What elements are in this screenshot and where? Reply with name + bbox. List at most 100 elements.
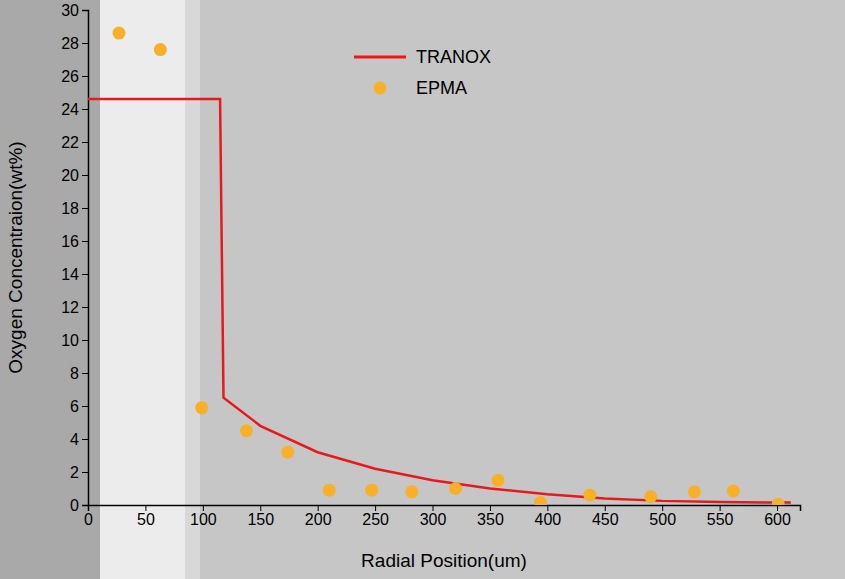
tick-mark (82, 373, 88, 374)
line (88, 99, 791, 502)
tick: 6 (70, 398, 88, 415)
tick-label: 100 (190, 511, 217, 528)
tick-label: 12 (61, 299, 79, 316)
tick-label: 0 (70, 497, 79, 514)
tick-label: 450 (592, 511, 619, 528)
tick-mark (82, 175, 88, 176)
tick: 10 (61, 332, 88, 349)
tick: 20 (61, 167, 88, 184)
tick-label: 22 (61, 134, 79, 151)
tick: 300 (420, 505, 447, 528)
plot: 0501001502002503003504004505005506000246… (61, 2, 800, 529)
point (281, 446, 294, 459)
tick-mark (375, 505, 376, 511)
tick-label: 16 (61, 233, 79, 250)
tick-label: 600 (764, 511, 791, 528)
tick-mark (82, 109, 88, 110)
tick-mark (605, 505, 606, 511)
tick-mark (82, 241, 88, 242)
tick: 16 (61, 233, 88, 250)
point (113, 27, 126, 40)
tick-label: 200 (305, 511, 332, 528)
tick-label: 20 (61, 167, 79, 184)
y-axis-title: Oxygen Concentraion(wt%) (5, 141, 26, 373)
background-band (185, 0, 200, 579)
legend-item: EPMA (374, 78, 468, 98)
point (534, 496, 547, 505)
point (727, 484, 740, 497)
tick-label: 6 (70, 398, 79, 415)
tick: 14 (61, 266, 88, 283)
point (772, 498, 785, 505)
point (154, 43, 167, 56)
legend-swatch (374, 82, 387, 95)
tick: 0 (84, 505, 93, 528)
tick-label: 26 (61, 68, 79, 85)
tick-label: 550 (707, 511, 734, 528)
tick-mark (82, 406, 88, 407)
tick-mark (318, 505, 319, 511)
axis-line (89, 506, 801, 512)
tick-mark (720, 505, 721, 511)
x-axis: 050100150200250300350400450500550600 (84, 505, 800, 528)
tick-label: 24 (61, 101, 79, 118)
tick: 22 (61, 134, 88, 151)
tick: 24 (61, 101, 88, 118)
tick-label: 8 (70, 365, 79, 382)
tick-label: 0 (84, 511, 93, 528)
tick-mark (433, 505, 434, 511)
tick-mark (82, 505, 88, 506)
tick: 12 (61, 299, 88, 316)
tick-mark (82, 340, 88, 341)
axis-line (82, 11, 89, 506)
point (644, 490, 657, 503)
legend-label: EPMA (416, 78, 467, 98)
tick: 2 (70, 464, 88, 481)
tick-mark (145, 505, 146, 511)
tick-label: 350 (477, 511, 504, 528)
tick: 550 (707, 505, 734, 528)
tick-mark (82, 142, 88, 143)
tick: 150 (247, 505, 274, 528)
tick: 30 (61, 2, 88, 19)
tick-mark (82, 76, 88, 77)
tick-mark (82, 439, 88, 440)
background-band (100, 0, 185, 579)
tick: 28 (61, 35, 88, 52)
tick-label: 50 (137, 511, 155, 528)
tick-label: 250 (362, 511, 389, 528)
tick-label: 2 (70, 464, 79, 481)
tick: 250 (362, 505, 389, 528)
tick: 600 (764, 505, 791, 528)
tick: 50 (137, 505, 155, 528)
y-axis: 024681012141618202224262830 (61, 2, 88, 514)
tick-label: 4 (70, 431, 79, 448)
tick-label: 14 (61, 266, 79, 283)
tick: 450 (592, 505, 619, 528)
chart: 0501001502002503003504004505005506000246… (0, 0, 845, 579)
tick: 200 (305, 505, 332, 528)
legend-item: TRANOX (354, 47, 491, 67)
tick-mark (777, 505, 778, 511)
tick: 100 (190, 505, 217, 528)
point (405, 485, 418, 498)
background-band (0, 0, 100, 579)
point (365, 484, 378, 497)
x-axis-title: Radial Position(um) (361, 550, 527, 571)
tick: 350 (477, 505, 504, 528)
tick-mark (82, 43, 88, 44)
tick-label: 150 (247, 511, 274, 528)
point (323, 484, 336, 497)
tick-label: 300 (420, 511, 447, 528)
tick: 8 (70, 365, 88, 382)
tick-mark (260, 505, 261, 511)
tick: 18 (61, 200, 88, 217)
tick-mark (82, 472, 88, 473)
point (449, 482, 462, 495)
legend-label: TRANOX (416, 47, 491, 67)
background-fill (0, 0, 845, 579)
legend: TRANOX EPMA (354, 47, 491, 98)
tick: 4 (70, 431, 88, 448)
tick-mark (203, 505, 204, 511)
tick: 500 (649, 505, 676, 528)
